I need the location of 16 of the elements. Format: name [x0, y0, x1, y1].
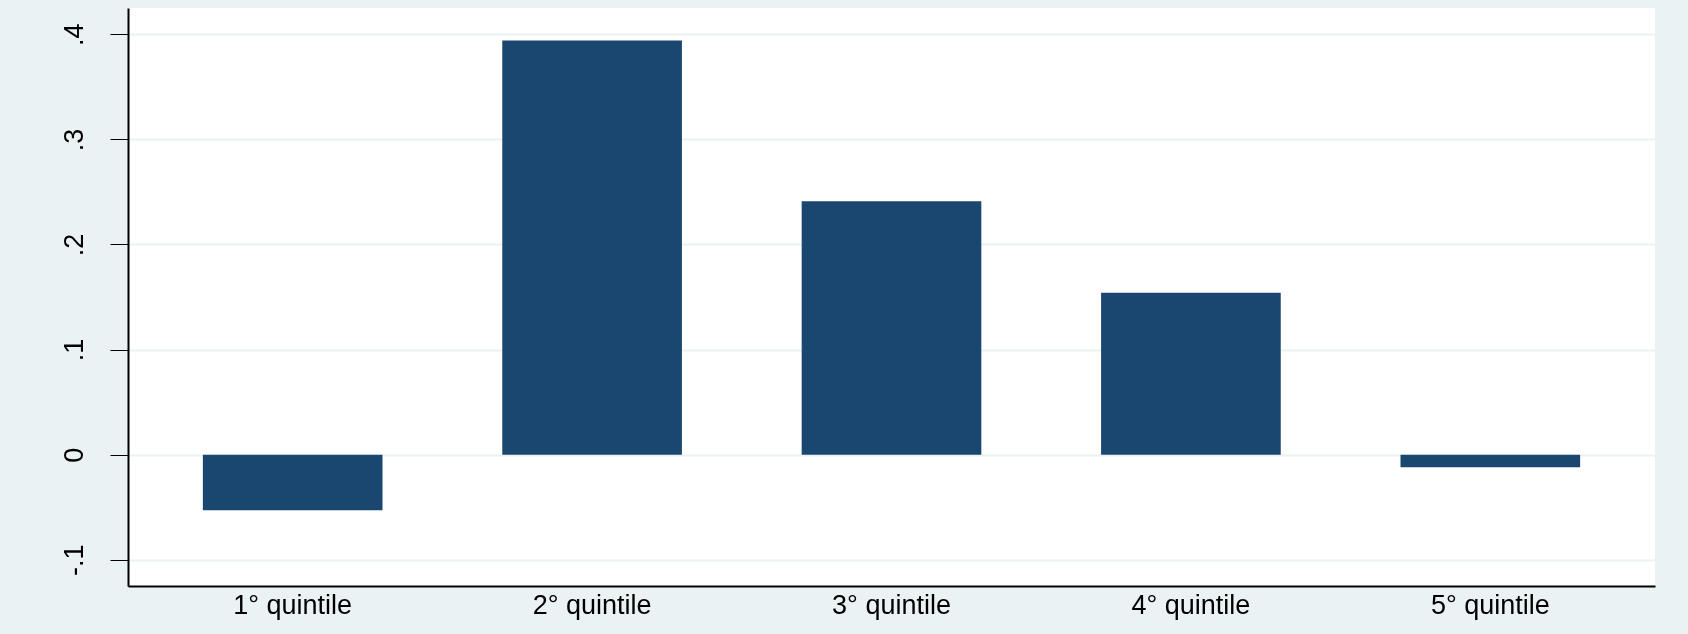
y-tick-label: .1 [58, 338, 89, 362]
x-tick-label: 4° quintile [1131, 589, 1251, 620]
bar [502, 40, 682, 455]
y-tick-label: 0 [58, 447, 89, 463]
bar [1400, 454, 1581, 468]
y-tick-label: -.1 [58, 544, 89, 576]
x-tick-label: 2° quintile [532, 589, 652, 620]
bar [1101, 292, 1281, 455]
y-tick-label: .2 [58, 233, 89, 257]
bar [801, 201, 982, 455]
bar [202, 454, 383, 511]
x-tick-label: 5° quintile [1430, 589, 1550, 620]
x-tick-label: 1° quintile [233, 589, 353, 620]
x-tick-label: 3° quintile [832, 589, 951, 620]
y-tick-label: .4 [58, 23, 89, 47]
y-tick-label: .3 [58, 128, 89, 152]
